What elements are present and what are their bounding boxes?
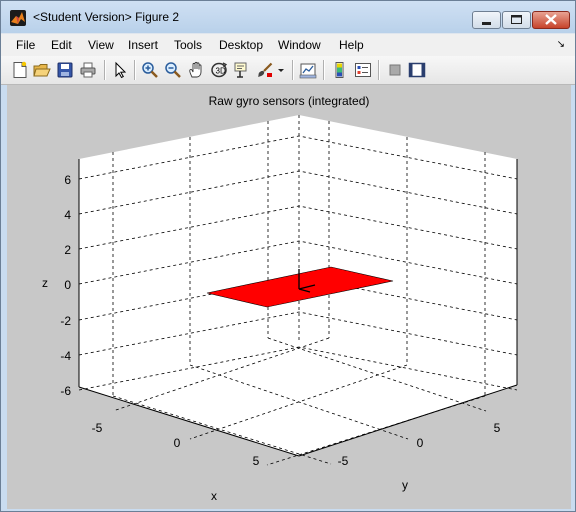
pan-icon[interactable] (187, 61, 205, 79)
x-tick-label: 5 (253, 454, 260, 468)
open-file-icon[interactable] (33, 61, 51, 79)
y-axis-label: y (402, 478, 408, 492)
axes-box (78, 159, 518, 457)
y-tick-label: 0 (417, 436, 424, 450)
sensor-plane (206, 266, 394, 308)
close-button[interactable] (532, 11, 570, 29)
x-tick-label: -5 (92, 421, 103, 435)
pointer-icon[interactable] (111, 61, 129, 79)
maximize-icon (511, 15, 522, 24)
y-tick-label: 5 (494, 421, 501, 435)
minimize-button[interactable] (472, 11, 501, 29)
z-tick-label: 0 (64, 278, 71, 292)
z-tick-label: 6 (64, 173, 71, 187)
dock-icon[interactable]: ↘ (556, 39, 565, 50)
legend-icon[interactable] (354, 61, 372, 79)
figure-canvas[interactable]: Raw gyro sensors (integrated) (7, 85, 571, 509)
z-tick-labels: 6 4 2 0 -2 -4 -6 (60, 173, 71, 398)
colorbar-icon[interactable] (331, 61, 349, 79)
grid-lines (78, 115, 518, 466)
x-tick-labels: -5 0 5 (92, 421, 260, 468)
x-tick-label: 0 (174, 436, 181, 450)
minimize-icon (482, 22, 491, 25)
menu-insert[interactable]: Insert (128, 38, 159, 52)
axes-3d[interactable]: 6 4 2 0 -2 -4 -6 -5 0 5 -5 0 5 x (7, 85, 571, 509)
x-axis-label: x (211, 489, 217, 503)
menu-file[interactable]: File (16, 38, 36, 52)
plot-title: Raw gyro sensors (integrated) (208, 94, 370, 108)
z-tick-label: -2 (60, 314, 71, 328)
window-title: <Student Version> Figure 2 (33, 10, 180, 24)
y-tick-labels: -5 0 5 (338, 421, 501, 468)
zoom-in-icon[interactable] (141, 61, 159, 79)
menu-desktop[interactable]: Desktop (219, 38, 264, 52)
rotate-3d-icon[interactable]: 3D (210, 61, 228, 79)
hide-plot-tools-icon[interactable] (386, 61, 404, 79)
menu-view[interactable]: View (88, 38, 114, 52)
menu-window[interactable]: Window (278, 38, 321, 52)
maximize-button[interactable] (502, 11, 531, 29)
matlab-logo-icon (10, 10, 26, 26)
z-tick-label: 2 (64, 243, 71, 257)
sensor-frame-axes (298, 269, 316, 293)
menu-bar: File Edit View Insert Tools Desktop Wind… (1, 33, 575, 56)
menu-help[interactable]: Help (339, 38, 364, 52)
toolbar-separator (378, 60, 380, 80)
svg-text:3D: 3D (216, 67, 226, 76)
z-axis-label: z (42, 276, 48, 290)
toolbar-separator (323, 60, 325, 80)
menu-tools[interactable]: Tools (174, 38, 203, 52)
z-tick-label: -4 (60, 349, 71, 363)
close-icon (545, 14, 557, 25)
zoom-out-icon[interactable] (164, 61, 182, 79)
y-tick-label: -5 (338, 454, 349, 468)
new-figure-icon[interactable] (11, 61, 29, 79)
data-cursor-icon[interactable] (233, 61, 251, 79)
show-plot-tools-icon[interactable] (408, 61, 426, 79)
title-bar[interactable]: <Student Version> Figure 2 (1, 1, 575, 33)
z-tick-label: -6 (60, 384, 71, 398)
chevron-down-icon[interactable] (275, 61, 287, 79)
toolbar-separator (104, 60, 106, 80)
save-icon[interactable] (56, 61, 74, 79)
z-tick-label: 4 (64, 208, 71, 222)
toolbar-separator (134, 60, 136, 80)
brush-icon[interactable] (256, 61, 274, 79)
toolbar-separator (292, 60, 294, 80)
link-plot-icon[interactable] (299, 61, 317, 79)
figure-toolbar: 3D (1, 56, 575, 85)
print-icon[interactable] (79, 61, 97, 79)
menu-edit[interactable]: Edit (51, 38, 72, 52)
